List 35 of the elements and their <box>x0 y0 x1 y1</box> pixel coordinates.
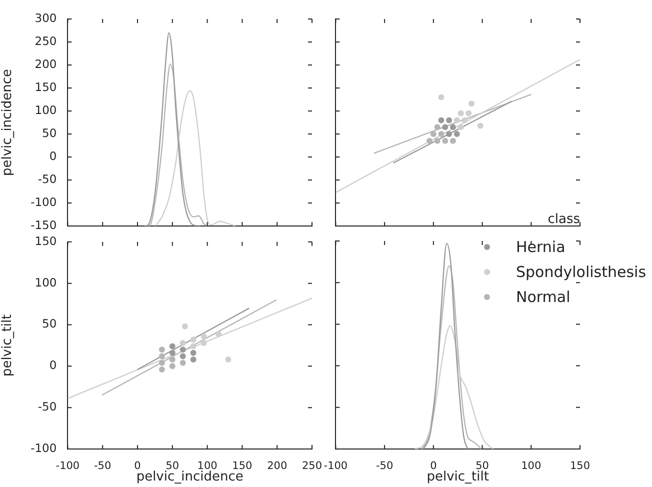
legend-label: Normal <box>516 288 570 306</box>
y-tick-label: -150 <box>30 218 57 232</box>
x-tick-label: 0 <box>430 460 437 472</box>
x-tick-label: 0 <box>134 460 141 472</box>
x-tick-label: 150 <box>570 460 590 472</box>
legend-title: class <box>546 212 580 229</box>
y-tick-label: -50 <box>38 400 57 414</box>
x-tick-label: 100 <box>521 460 542 472</box>
y-tick-label: 100 <box>34 275 57 290</box>
y-tick-label: 0 <box>49 148 57 163</box>
x-axis-title: pelvic_incidence <box>136 470 244 485</box>
y-axis-title: pelvic_tilt <box>0 314 16 377</box>
y-tick-label: 250 <box>34 34 57 48</box>
y-tick-label: 50 <box>42 126 57 140</box>
x-tick-label: -100 <box>324 460 348 472</box>
y-tick-label: 100 <box>34 102 57 117</box>
y-tick-label: 300 <box>34 10 57 25</box>
y-tick-label: -100 <box>30 194 57 209</box>
y-tick-label: -100 <box>30 440 57 455</box>
x-tick-label: 200 <box>267 460 288 472</box>
y-tick-label: 150 <box>34 80 57 94</box>
x-tick-label: -50 <box>376 460 394 472</box>
y-tick-label: 200 <box>34 56 57 71</box>
y-tick-label: 50 <box>42 316 57 331</box>
x-axis-title: pelvic_tilt <box>426 470 489 485</box>
x-tick-label: 150 <box>232 460 252 472</box>
legend-label: Hernia <box>516 238 566 256</box>
y-tick-label: 150 <box>34 234 57 248</box>
y-tick-label: -50 <box>38 172 57 186</box>
y-tick-label: 0 <box>49 358 57 372</box>
legend-label: Spondylolisthesis <box>516 262 646 280</box>
x-tick-label: 250 <box>302 460 322 472</box>
x-tick-label: -50 <box>94 460 112 472</box>
x-tick-label: 50 <box>166 460 180 472</box>
y-axis-title: pelvic_incidence <box>0 68 16 176</box>
